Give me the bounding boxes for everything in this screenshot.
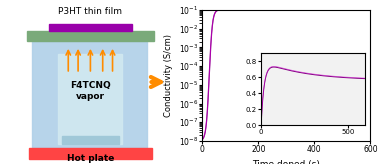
Text: F4TCNQ: F4TCNQ bbox=[70, 81, 111, 90]
X-axis label: Time doped (s): Time doped (s) bbox=[253, 160, 320, 164]
Text: vapor: vapor bbox=[76, 92, 105, 101]
Bar bbox=[62, 136, 119, 144]
Bar bbox=[32, 41, 147, 148]
Bar bbox=[29, 148, 152, 159]
Text: Hot plate: Hot plate bbox=[67, 154, 114, 163]
Bar bbox=[27, 31, 153, 41]
Text: P3HT thin film: P3HT thin film bbox=[58, 7, 122, 16]
Bar bbox=[49, 24, 132, 31]
Y-axis label: Conductivity (S/cm): Conductivity (S/cm) bbox=[164, 34, 173, 117]
Bar bbox=[59, 54, 122, 144]
